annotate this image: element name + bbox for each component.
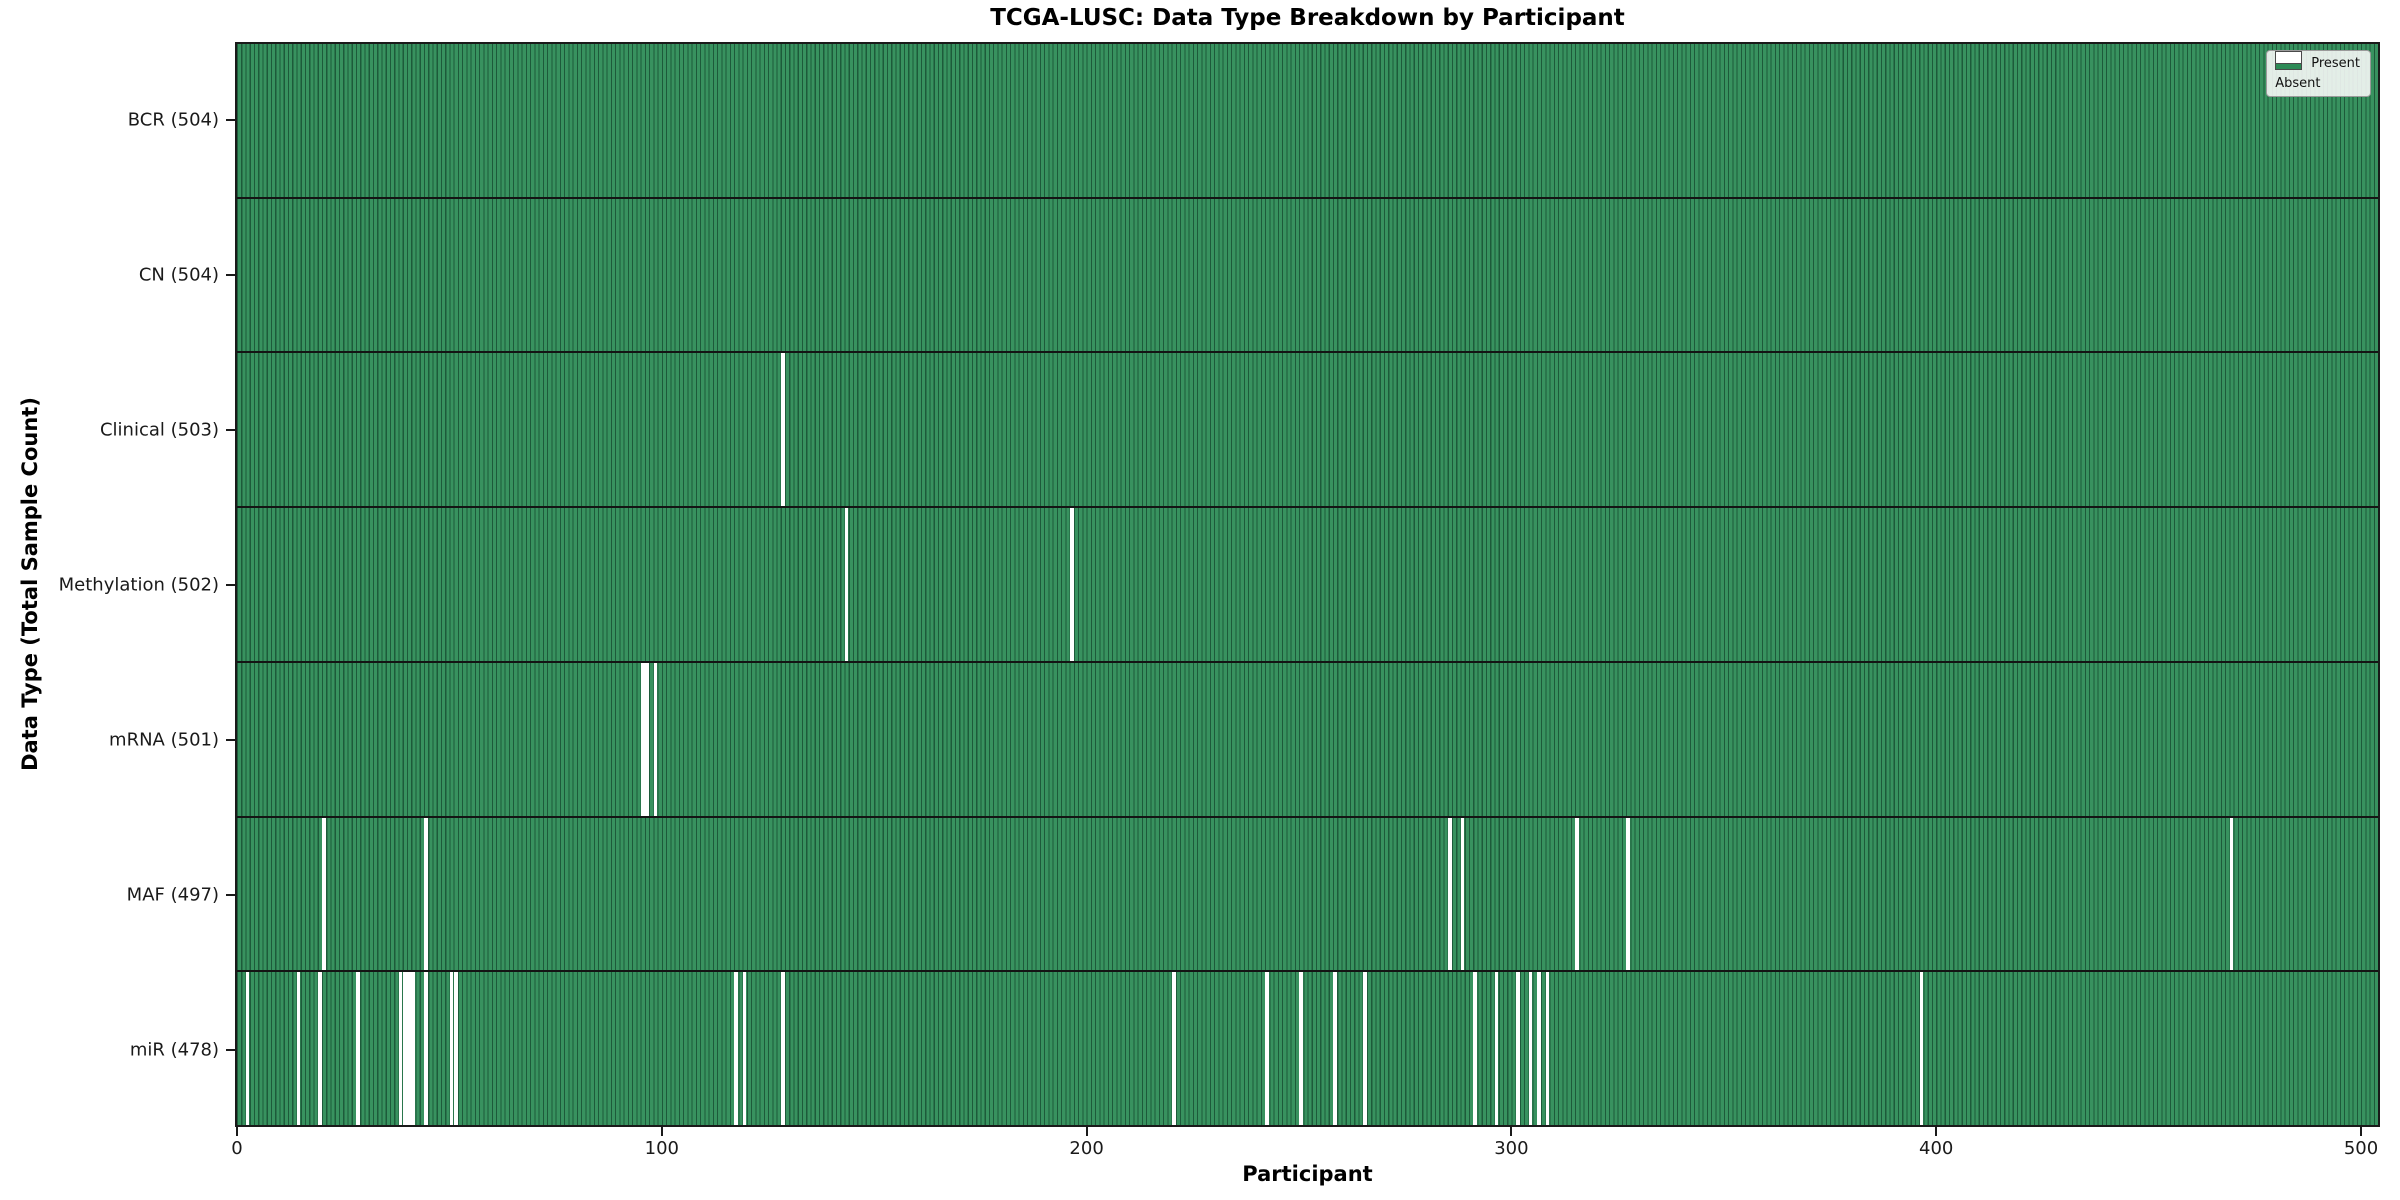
x-tick-label: 200 xyxy=(1069,1138,1104,1159)
x-tick-mark xyxy=(2360,1127,2362,1136)
absent-bar xyxy=(407,972,411,1126)
y-axis: BCR (504) CN (504) Clinical (503) Methylati… xyxy=(0,42,235,1127)
y-tick-mark xyxy=(226,583,235,586)
y-tick-mark xyxy=(226,1048,235,1051)
absent-bar xyxy=(424,972,428,1126)
chart-title: TCGA-LUSC: Data Type Breakdown by Partic… xyxy=(990,5,1625,31)
x-tick-label: 500 xyxy=(2343,1138,2379,1159)
x-tick-mark xyxy=(1085,1127,1088,1136)
x-tick-mark xyxy=(1935,1127,1938,1136)
plot-area: Present Absent xyxy=(235,42,2380,1127)
x-axis-label: Participant xyxy=(1242,1162,1373,1186)
absent-bar xyxy=(1473,972,1478,1126)
absent-bar xyxy=(1460,817,1465,971)
absent-bar xyxy=(1919,972,1924,1126)
y-tick-label-methylation: Methylation (502) xyxy=(58,574,219,595)
presence-matrix xyxy=(237,44,2378,1126)
absent-bar xyxy=(296,972,301,1126)
absent-bar xyxy=(1528,972,1533,1126)
y-tick-label-cn: CN (504) xyxy=(138,264,219,285)
y-tick-mark xyxy=(226,428,235,431)
legend-item-absent: Absent xyxy=(2275,51,2360,91)
absent-bar xyxy=(781,972,785,1126)
absent-bar xyxy=(1069,508,1074,661)
absent-bar xyxy=(398,972,403,1126)
y-tick-label-mir: miR (478) xyxy=(129,1039,219,1060)
absent-bar xyxy=(2229,817,2234,971)
absent-bar xyxy=(1537,972,1541,1126)
presence-row-mrna xyxy=(237,662,2378,818)
absent-bar xyxy=(653,662,658,816)
absent-bar xyxy=(645,662,649,816)
absent-bar xyxy=(1299,972,1303,1126)
x-tick-label: 0 xyxy=(231,1138,243,1159)
absent-bar xyxy=(1447,817,1452,971)
legend-label-absent: Absent xyxy=(2275,76,2321,91)
absent-bar xyxy=(1626,817,1631,971)
absent-bar xyxy=(424,817,428,971)
y-tick-label-mrna: mRNA (501) xyxy=(109,729,219,750)
y-tick-mark xyxy=(226,738,235,741)
absent-bar xyxy=(742,972,747,1126)
y-tick-label-bcr: BCR (504) xyxy=(127,109,219,130)
y-tick-label-maf: MAF (497) xyxy=(126,884,219,905)
absent-bar xyxy=(640,662,645,816)
absent-bar xyxy=(245,972,250,1126)
absent-bar xyxy=(453,972,458,1126)
absent-bar xyxy=(734,972,738,1126)
x-tick-mark xyxy=(236,1127,238,1136)
absent-bar xyxy=(781,353,785,507)
x-tick-label: 300 xyxy=(1494,1138,1529,1159)
x-tick-label: 100 xyxy=(644,1138,679,1159)
absent-bar xyxy=(449,972,454,1126)
absent-bar xyxy=(1515,972,1520,1126)
presence-row-cn xyxy=(237,198,2378,354)
y-tick-mark xyxy=(226,893,235,896)
absent-bar xyxy=(1333,972,1337,1126)
absent-swatch-icon xyxy=(2275,51,2303,64)
y-tick-mark xyxy=(226,118,235,121)
absent-bar xyxy=(1265,972,1269,1126)
absent-bar xyxy=(1575,817,1580,971)
x-tick-label: 400 xyxy=(1919,1138,1954,1159)
presence-row-maf xyxy=(237,817,2378,973)
absent-bar xyxy=(318,972,322,1126)
absent-bar xyxy=(402,972,407,1126)
legend: Present Absent xyxy=(2266,50,2371,97)
absent-bar xyxy=(1171,972,1176,1126)
absent-bar xyxy=(356,972,360,1126)
presence-row-methylation xyxy=(237,508,2378,663)
x-axis: 0 100 200 300 400 500 xyxy=(231,1127,2379,1167)
presence-row-clinical xyxy=(237,353,2378,509)
absent-bar xyxy=(411,972,416,1126)
absent-bar xyxy=(1494,972,1499,1126)
absent-bar xyxy=(1363,972,1367,1126)
presence-row-bcr xyxy=(237,44,2378,199)
absent-bar xyxy=(322,817,326,971)
x-tick-mark xyxy=(1510,1127,1513,1136)
absent-bar xyxy=(844,508,849,661)
y-tick-label-clinical: Clinical (503) xyxy=(99,419,219,440)
x-tick-mark xyxy=(660,1127,663,1136)
absent-bar xyxy=(1545,972,1550,1126)
legend-label-present: Present xyxy=(2311,56,2360,71)
presence-row-mir xyxy=(237,972,2378,1126)
y-tick-mark xyxy=(226,273,235,276)
